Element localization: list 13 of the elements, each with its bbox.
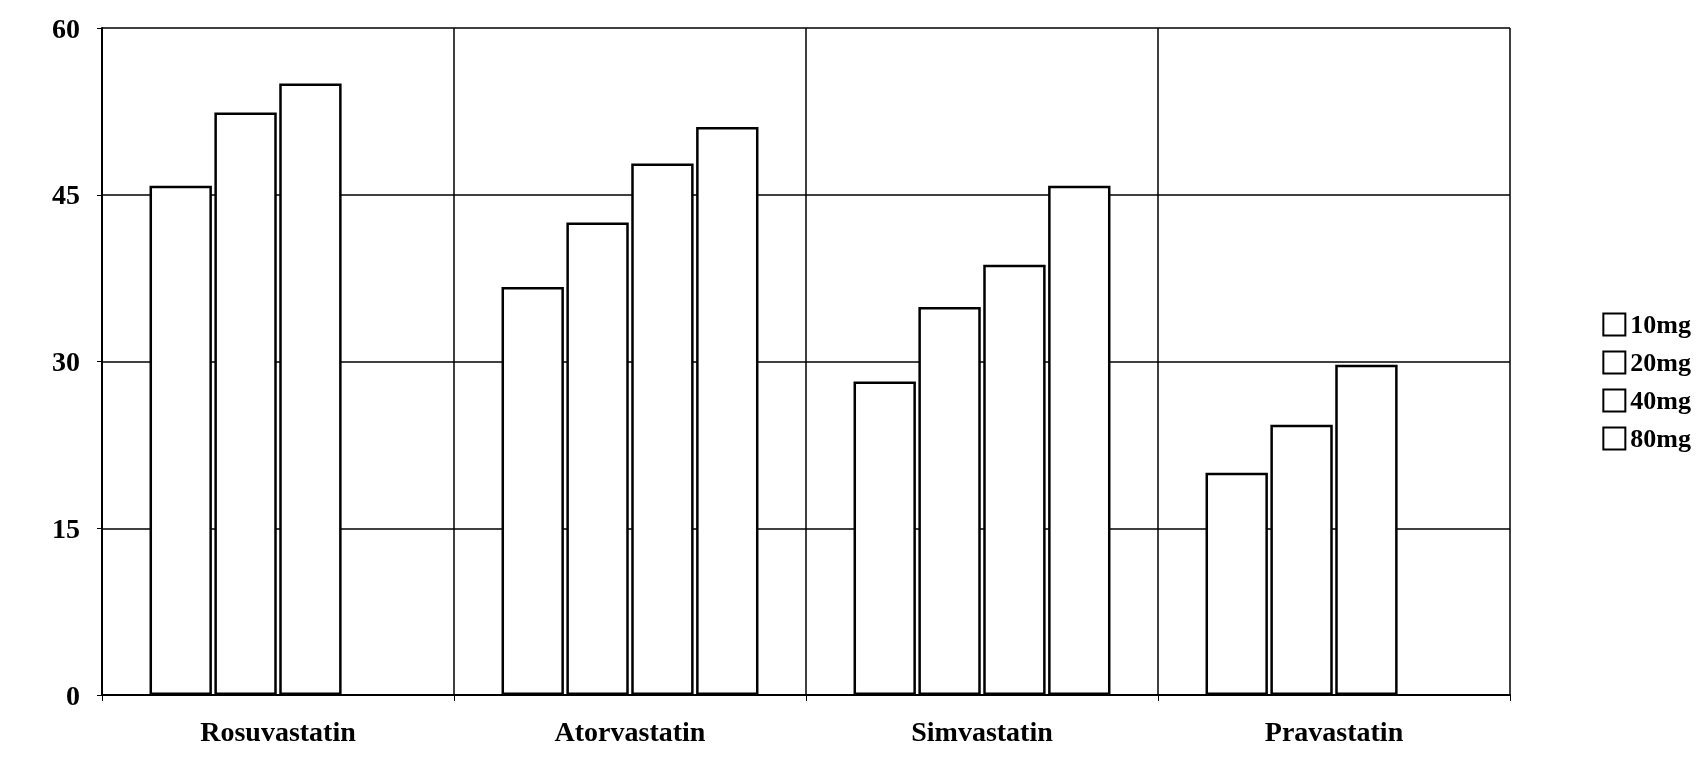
y-tick-label: 60 — [52, 12, 80, 44]
legend-label: 20mg — [1630, 348, 1692, 377]
legend-label: 10mg — [1630, 310, 1692, 339]
y-tick-label: 45 — [52, 179, 80, 211]
x-tick-label: Atorvastatin — [554, 715, 706, 747]
x-tick-label: Simvastatin — [911, 715, 1054, 747]
legend-label: 80mg — [1630, 424, 1692, 453]
legend-label: 40mg — [1630, 386, 1692, 415]
y-tick-label: 15 — [52, 512, 80, 544]
y-tick-label: 30 — [52, 346, 80, 377]
x-tick-label: Rosuvastatin — [200, 715, 357, 747]
x-tick-label: Pravastatin — [1264, 715, 1404, 747]
y-tick-label: 0 — [66, 679, 80, 711]
